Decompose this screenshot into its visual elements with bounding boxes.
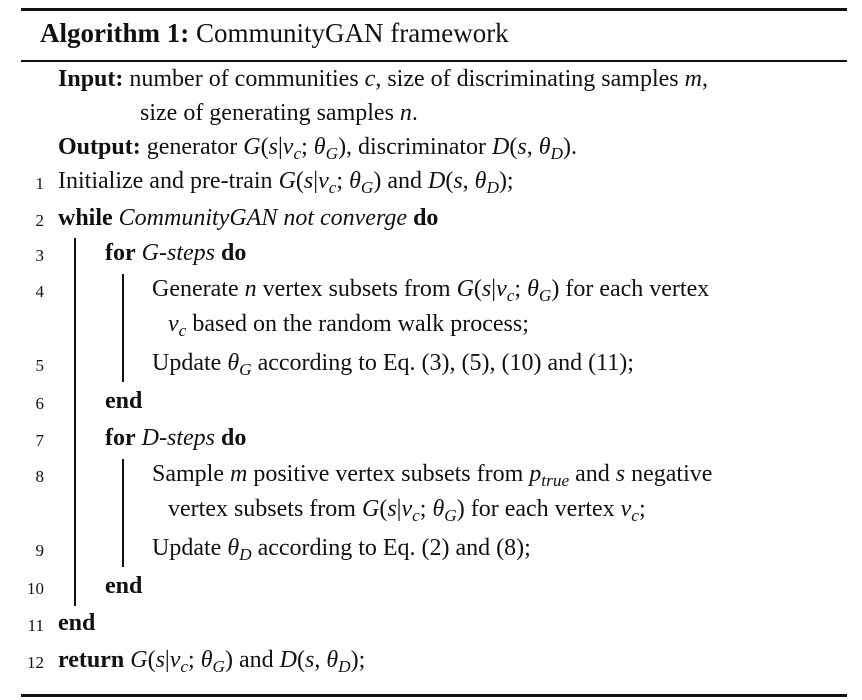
step-7-for-d: for D-steps do (105, 425, 247, 451)
algorithm-name: CommunityGAN framework (195, 18, 509, 48)
line-number: 2 (35, 211, 45, 230)
step-3-for-g: for G-steps do (105, 240, 247, 266)
line-number: 9 (35, 541, 45, 560)
line-number: 8 (35, 467, 45, 486)
title-rule (21, 60, 847, 62)
output-label: Output: (58, 134, 141, 160)
step-6-end: end (105, 388, 143, 414)
step-8-line-1: Sample m positive vertex subsets from pt… (152, 461, 713, 491)
g-steps-block-bar (122, 274, 124, 382)
line-number: 7 (35, 431, 45, 450)
step-1: Initialize and pre-train G(s|vc; θG) and… (58, 168, 514, 198)
algorithm-label: Algorithm 1: (40, 18, 190, 48)
line-number: 3 (35, 246, 45, 265)
top-rule (21, 8, 847, 11)
step-9: Update θD according to Eq. (2) and (8); (152, 535, 531, 565)
input-line-1: Input: number of communities c, size of … (58, 66, 708, 92)
input-line-2: size of generating samples n. (140, 100, 418, 126)
line-number: 10 (27, 579, 44, 598)
step-8-line-2: vertex subsets from G(s|vc; θG) for each… (168, 496, 646, 526)
line-number: 12 (27, 653, 44, 672)
step-10-end: end (105, 573, 143, 599)
step-4-line-1: Generate n vertex subsets from G(s|vc; θ… (152, 276, 710, 306)
step-12-return: return G(s|vc; θG) and D(s, θD); (58, 647, 366, 677)
step-5: Update θG according to Eq. (3), (5), (10… (152, 350, 634, 380)
d-steps-block-bar (122, 459, 124, 567)
while-block-bar (74, 238, 76, 606)
step-11-end: end (58, 610, 96, 636)
line-number: 6 (35, 394, 45, 413)
line-number: 11 (27, 616, 44, 635)
step-4-line-2: vc based on the random walk process; (168, 311, 529, 341)
line-number: 5 (35, 356, 45, 375)
bottom-rule (21, 694, 847, 697)
line-number: 1 (35, 174, 45, 193)
output-line: Output: generator G(s|vc; θG), discrimin… (58, 134, 577, 164)
step-2-while: while CommunityGAN not converge do (58, 205, 439, 231)
input-label: Input: (58, 66, 124, 92)
algorithm-title: Algorithm 1: CommunityGAN framework (40, 18, 509, 49)
line-number: 4 (35, 282, 45, 301)
